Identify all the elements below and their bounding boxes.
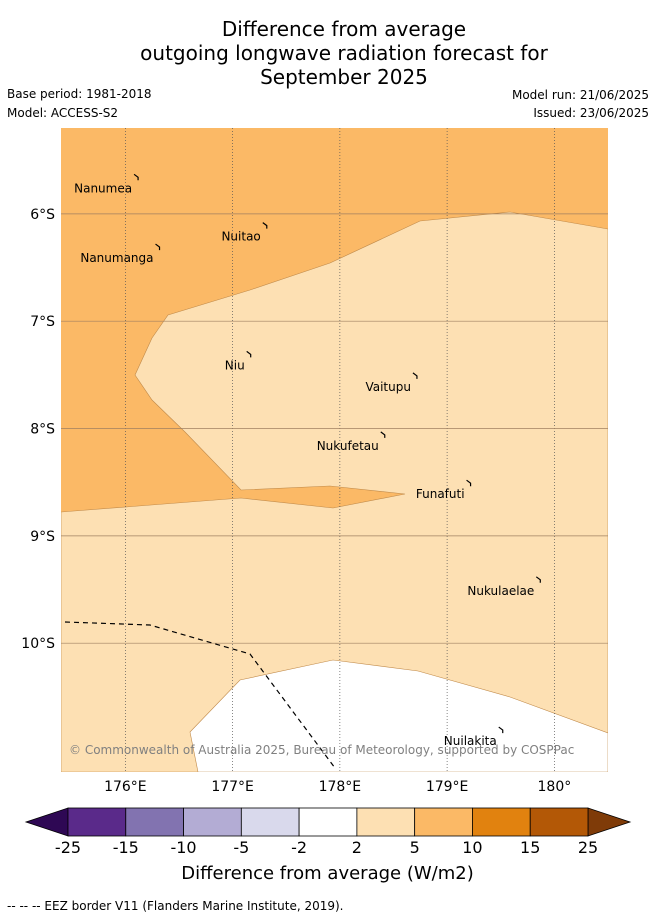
colorbar-segment <box>356 807 416 837</box>
colorbar-tick-label: -10 <box>170 838 197 857</box>
graticule <box>61 128 608 772</box>
eez-border <box>64 621 336 769</box>
y-tick-label: 10°S <box>21 636 55 652</box>
model-name: Model: ACCESS-S2 <box>7 106 119 120</box>
colorbar-tick-label: 2 <box>351 838 362 857</box>
island-label: Nuitao <box>221 230 260 244</box>
colorbar-title: Difference from average (W/m2) <box>181 863 474 884</box>
colorbar <box>24 807 632 837</box>
island-label: Nuilakita <box>444 734 497 748</box>
x-tick-label: 178°E <box>319 779 362 795</box>
colorbar-over-arrow <box>587 807 632 837</box>
chart-title: Difference from average outgoing longwav… <box>0 17 655 89</box>
island-label: Nukulaelae <box>467 584 534 598</box>
issued-date: Issued: 23/06/2025 <box>533 106 649 120</box>
colorbar-segment <box>183 807 242 837</box>
colorbar-segment <box>414 807 473 837</box>
island-shape <box>262 222 268 229</box>
colorbar-tick-label: -2 <box>291 838 308 857</box>
colorbar-segment <box>298 807 358 837</box>
colorbar-tick-label: 25 <box>577 838 599 857</box>
x-tick-label: 177°E <box>211 779 254 795</box>
y-tick-label: 8°S <box>30 422 55 438</box>
model-run: Model run: 21/06/2025 <box>511 88 649 102</box>
island-label: Nanumanga <box>80 251 153 265</box>
y-axis-ticks: 6°S 7°S 8°S 9°S 10°S <box>21 207 55 652</box>
contour-2-5 <box>61 211 608 772</box>
colorbar-segment <box>240 807 300 837</box>
colorbar-tick-label: 5 <box>409 838 420 857</box>
y-tick-label: 9°S <box>30 529 55 545</box>
colorbar-tick-label: -25 <box>54 838 82 857</box>
eez-footnote: -- -- -- EEZ border V11 (Flanders Marine… <box>7 899 344 913</box>
island-shape <box>466 479 472 487</box>
island-label: Nukufetau <box>317 439 379 453</box>
colorbar-under-arrow <box>24 807 69 837</box>
x-axis-ticks: 176°E 177°E 178°E 179°E 180° <box>104 779 571 795</box>
island-shape <box>412 372 418 379</box>
map-fill-layer <box>61 128 608 772</box>
island-shape <box>246 350 252 358</box>
island-label: Niu <box>225 358 245 372</box>
island-shape <box>155 243 161 251</box>
colorbar-segment <box>67 807 127 837</box>
title-line-3: September 2025 <box>260 65 428 89</box>
copyright-text: © Commonwealth of Australia 2025, Bureau… <box>69 743 574 757</box>
island-shape <box>133 173 139 181</box>
island-layer: Nanumea Nuitao Nanumanga Niu Vaitupu Nukufeta… <box>74 173 541 748</box>
base-period: Base period: 1981-2018 <box>7 87 152 101</box>
x-tick-label: 179°E <box>426 779 469 795</box>
y-tick-label: 7°S <box>30 314 55 330</box>
island-label: Funafuti <box>416 487 465 501</box>
island-label: Vaitupu <box>365 380 411 394</box>
x-tick-label: 180° <box>538 779 572 795</box>
colorbar-segment <box>529 807 589 837</box>
island-shape <box>380 431 386 438</box>
colorbar-tick-label: -5 <box>233 838 250 857</box>
colorbar-segment <box>125 807 184 837</box>
title-line-2: outgoing longwave radiation forecast for <box>140 41 548 65</box>
y-tick-label: 6°S <box>30 207 55 223</box>
colorbar-tick-label: 15 <box>520 838 541 857</box>
contour-neutral <box>189 659 608 772</box>
title-line-1: Difference from average <box>221 17 467 41</box>
island-shape <box>498 726 504 734</box>
x-tick-label: 176°E <box>104 779 147 795</box>
colorbar-tick-label: -15 <box>112 838 139 857</box>
island-shape <box>535 576 541 583</box>
colorbar-segment <box>472 807 531 837</box>
island-label: Nanumea <box>74 181 132 195</box>
colorbar-tick-label: 10 <box>462 838 483 857</box>
